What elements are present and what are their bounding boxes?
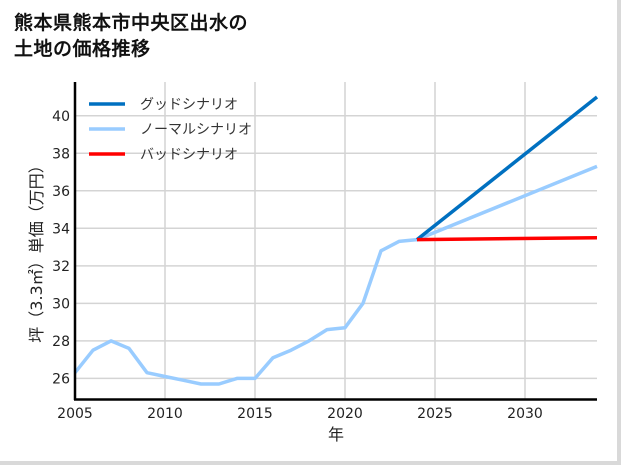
y-tick-label: 38 — [52, 146, 70, 162]
series-lines — [73, 95, 599, 386]
series-line — [73, 164, 598, 386]
x-tick-label: 2020 — [327, 406, 363, 422]
y-tick-label: 32 — [52, 259, 70, 275]
series-line — [415, 95, 599, 241]
y-tick-label: 28 — [52, 334, 70, 350]
y-tick-label: 26 — [52, 371, 70, 387]
series-line — [416, 235, 598, 242]
y-tick-label: 40 — [52, 109, 70, 125]
x-axis-label: 年 — [328, 425, 344, 444]
chart-title-line1: 熊本県熊本市中央区出水の — [14, 12, 249, 34]
legend-label: バッドシナリオ — [140, 147, 238, 163]
chart-title: 熊本県熊本市中央区出水の 土地の価格推移 — [14, 10, 248, 62]
y-tick-label: 34 — [52, 221, 70, 237]
y-tick-labels: 26 28 30 32 34 36 38 40 — [52, 109, 70, 388]
y-tick-label: 36 — [52, 184, 70, 200]
legend-label: ノーマルシナリオ — [140, 122, 252, 138]
chart-title-line2: 土地の価格推移 — [14, 38, 151, 60]
y-tick-label: 30 — [52, 296, 70, 312]
grid-lines — [75, 82, 597, 399]
x-tick-label: 2015 — [237, 406, 273, 422]
legend-label: グッドシナリオ — [140, 97, 238, 113]
x-tick-labels: 2005 2010 2015 2020 2025 2030 — [57, 406, 543, 422]
x-tick-label: 2010 — [147, 406, 183, 422]
x-tick-label: 2005 — [57, 406, 93, 422]
x-tick-label: 2025 — [417, 406, 453, 422]
axes — [73, 82, 597, 401]
x-tick-label: 2030 — [507, 406, 543, 422]
y-axis-label: 坪（3.3㎡）単価（万円） — [27, 157, 46, 342]
